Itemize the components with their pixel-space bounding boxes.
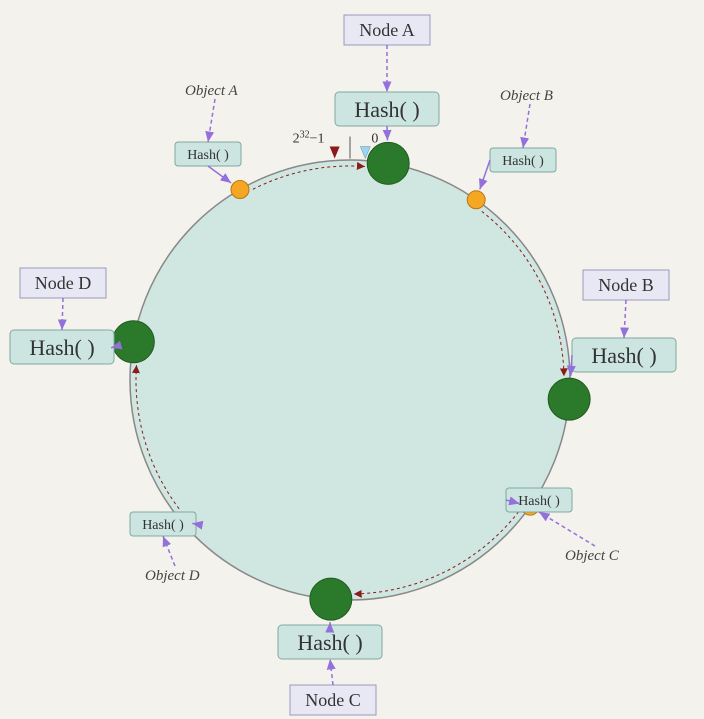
node-hash-label-b: Hash( ) [591, 343, 656, 368]
arrow-hash-to-object-d [192, 523, 196, 524]
max-tick [330, 147, 340, 159]
node-a [367, 142, 409, 184]
object-label-d: Object D [145, 568, 200, 584]
arrow-objlabel-to-hash-d [163, 536, 175, 566]
ring-ticks: 0 232−1 [293, 129, 379, 159]
node-hash-label-d: Hash( ) [29, 335, 94, 360]
node-hash-label-a: Hash( ) [354, 97, 419, 122]
arrow-objlabel-to-hash-b [523, 104, 530, 148]
zero-label: 0 [371, 132, 378, 147]
max-label: 232−1 [293, 129, 325, 147]
object-a [231, 180, 249, 198]
arrow-nodebox-to-hash-b [624, 300, 626, 338]
object-label-c: Object C [565, 548, 620, 564]
arrow-nodebox-to-hash-c [330, 659, 333, 685]
arrow-objlabel-to-hash-c [539, 512, 595, 546]
object-hash-label-c: Hash( ) [518, 494, 560, 509]
node-label-c: Node C [305, 690, 361, 710]
arrow-hash-to-node-b [571, 355, 572, 376]
arrow-objlabel-to-hash-a [208, 99, 215, 142]
node-label-a: Node A [359, 20, 415, 40]
object-label-b: Object B [500, 88, 553, 104]
object-hash-label-b: Hash( ) [502, 154, 544, 169]
node-label-d: Node D [35, 273, 92, 293]
node-c [310, 578, 352, 620]
object-label-a: Object A [185, 83, 238, 99]
object-hash-label-d: Hash( ) [142, 518, 184, 533]
arrow-hash-to-object-a [208, 166, 231, 183]
object-b [467, 191, 485, 209]
node-label-b: Node B [598, 275, 654, 295]
node-hash-label-c: Hash( ) [297, 630, 362, 655]
object-hash-label-a: Hash( ) [187, 148, 229, 163]
arrow-hash-to-object-b [480, 160, 490, 189]
node-d [112, 321, 154, 363]
arrow-hash-to-node-d [111, 347, 114, 348]
node-b [548, 378, 590, 420]
arrow-nodebox-to-hash-d [62, 298, 63, 330]
